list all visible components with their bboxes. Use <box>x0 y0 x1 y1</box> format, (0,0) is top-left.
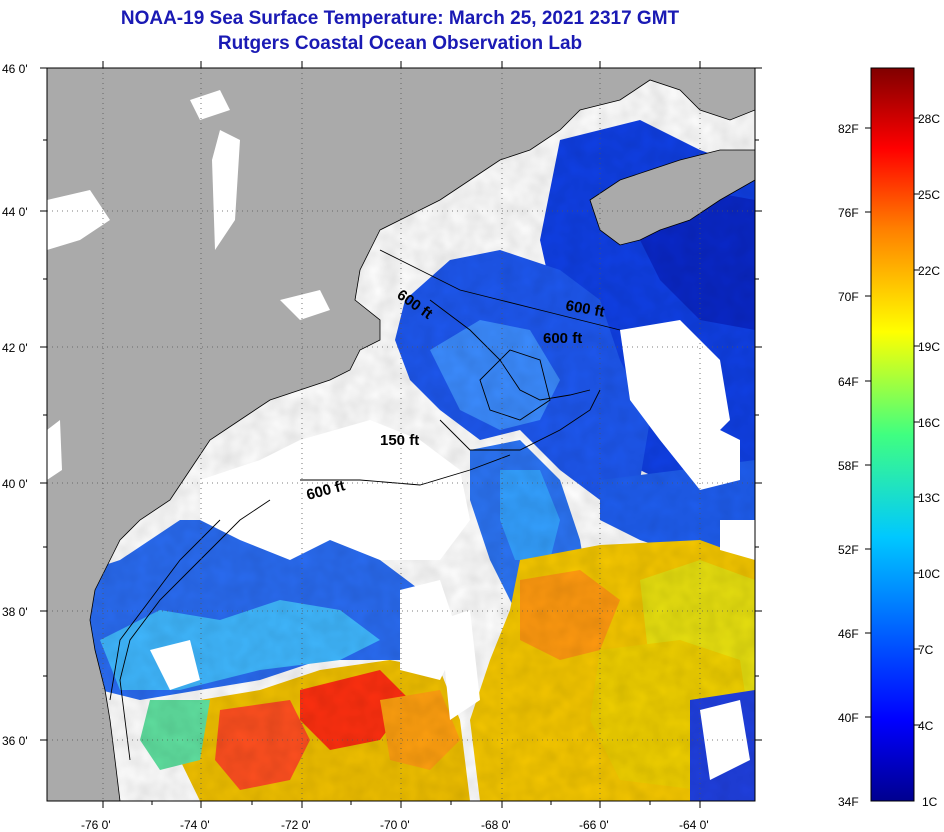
fahrenheit-label: 52F <box>838 543 859 557</box>
contour-label: 600 ft <box>564 297 606 321</box>
celsius-label: 1C <box>922 795 938 809</box>
celsius-label: 16C <box>918 416 940 430</box>
lon-label: -74 0' <box>180 818 210 832</box>
lon-label: -64 0' <box>679 818 709 832</box>
contour-label: 150 ft <box>380 432 419 449</box>
celsius-label: 7C <box>918 643 934 657</box>
lon-label: -66 0' <box>579 818 609 832</box>
celsius-label: 10C <box>918 567 940 581</box>
bathymetry-contours <box>109 249 621 761</box>
fahrenheit-label: 34F <box>838 795 859 809</box>
lat-label: 38 0' <box>2 605 28 619</box>
cloud-mask <box>150 320 755 780</box>
contour-label: 600 ft <box>543 330 582 347</box>
lon-label: -70 0' <box>380 818 410 832</box>
graticule <box>47 68 755 801</box>
fahrenheit-label: 70F <box>838 290 859 304</box>
fahrenheit-label: 46F <box>838 627 859 641</box>
map-title: NOAA-19 Sea Surface Temperature: March 2… <box>120 8 680 29</box>
celsius-label: 4C <box>918 719 934 733</box>
plot-area: 600 ft 600 ft 600 ft 150 ft 600 ft <box>47 68 755 801</box>
celsius-label: 22C <box>918 264 940 278</box>
celsius-label: 13C <box>918 491 940 505</box>
lat-label: 46 0' <box>2 62 28 76</box>
lon-label: -72 0' <box>281 818 311 832</box>
fahrenheit-label: 82F <box>838 122 859 136</box>
map-subtitle: Rutgers Coastal Ocean Observation Lab <box>217 33 583 54</box>
land <box>47 68 755 801</box>
colorbar-labels-f: 82F 76F 70F 64F 58F 52F 46F 40F 34F <box>838 122 859 809</box>
inland-lakes <box>47 90 330 480</box>
celsius-label: 25C <box>918 188 940 202</box>
lat-label: 44 0' <box>2 205 28 219</box>
colorbar-ticks <box>865 117 920 726</box>
lon-label: -76 0' <box>81 818 111 832</box>
lat-label: 36 0' <box>2 734 28 748</box>
celsius-label: 19C <box>918 340 940 354</box>
celsius-label: 28C <box>918 112 940 126</box>
fahrenheit-label: 76F <box>838 206 859 220</box>
axis-ticks <box>40 61 762 808</box>
lat-label: 42 0' <box>2 341 28 355</box>
fahrenheit-label: 40F <box>838 711 859 725</box>
lat-label: 40 0' <box>2 477 28 491</box>
fahrenheit-label: 64F <box>838 375 859 389</box>
fahrenheit-label: 58F <box>838 459 859 473</box>
colorbar-labels-c: 28C 25C 22C 19C 16C 13C 10C 7C 4C 1C <box>918 112 940 809</box>
colorbar <box>870 67 915 802</box>
lon-label: -68 0' <box>481 818 511 832</box>
